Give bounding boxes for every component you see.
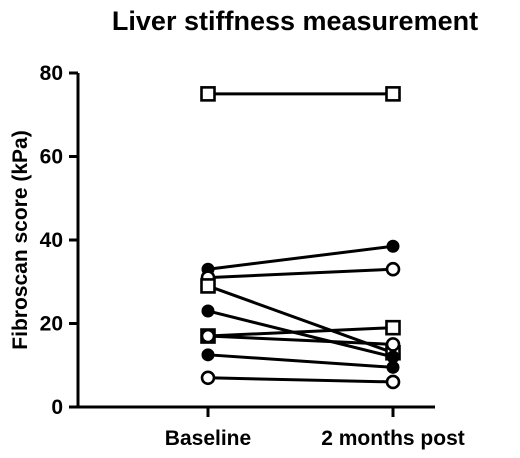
- axes: 0 20 40 60 80: [40, 62, 435, 419]
- data-point: [385, 337, 401, 352]
- data-point: [385, 374, 401, 390]
- data-point: [385, 86, 401, 102]
- series-layer: [200, 86, 401, 390]
- y-axis-label: Fibroscan score (kPa): [9, 130, 32, 349]
- data-point: [200, 370, 216, 386]
- series-line: [207, 353, 394, 369]
- series-1: [200, 86, 401, 102]
- series-7: [200, 328, 401, 352]
- data-point: [200, 278, 216, 294]
- data-point: [200, 328, 216, 344]
- data-point: [385, 319, 401, 336]
- x-category-label: 2 months post: [321, 427, 465, 450]
- series-line: [207, 267, 394, 280]
- series-8: [201, 348, 400, 374]
- data-point: [201, 348, 215, 362]
- data-point: [201, 304, 215, 318]
- chart-title: Liver stiffness measurement: [112, 6, 478, 36]
- data-point: [386, 239, 400, 253]
- series-line: [207, 244, 394, 271]
- series-line: [207, 376, 394, 384]
- y-tick-label: 0: [51, 396, 63, 419]
- series-4: [200, 278, 401, 361]
- series-line: [207, 326, 394, 338]
- x-category-label: Baseline: [165, 427, 251, 450]
- series-line: [207, 334, 394, 346]
- x-axis-labels: Baseline 2 months post: [165, 407, 465, 450]
- series-5: [201, 304, 400, 364]
- y-tick-label: 80: [40, 62, 63, 85]
- data-point: [386, 360, 400, 374]
- y-tick-label: 40: [40, 229, 63, 252]
- series-line: [207, 309, 394, 359]
- series-9: [200, 370, 401, 390]
- y-tick-label: 20: [40, 313, 63, 336]
- y-tick-label: 60: [40, 146, 63, 169]
- data-point: [200, 86, 216, 102]
- data-point: [385, 261, 401, 277]
